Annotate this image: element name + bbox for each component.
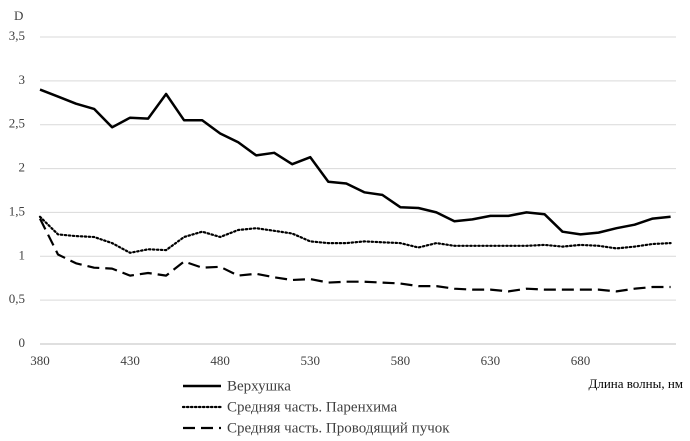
x-axis-title: Длина волны, нм <box>588 376 683 391</box>
y-tick-label: 2,5 <box>9 116 25 131</box>
y-axis-title: D <box>14 8 23 23</box>
y-tick-label: 3 <box>19 72 26 87</box>
y-tick-label: 3,5 <box>9 28 25 43</box>
y-tick-label: 1,5 <box>9 203 25 218</box>
line-series <box>39 218 671 293</box>
x-tick-label: 380 <box>30 353 50 368</box>
legend-label: Средняя часть. Паренхима <box>227 399 398 415</box>
x-tick-label: 680 <box>571 353 591 368</box>
x-tick-label: 430 <box>120 353 140 368</box>
y-tick-label: 1 <box>19 247 26 262</box>
x-tick-label: 630 <box>481 353 501 368</box>
y-tick-label: 0 <box>19 335 26 350</box>
y-tick-label: 2 <box>19 160 26 175</box>
line-series <box>39 88 671 236</box>
legend-label: Верхушка <box>227 378 291 394</box>
x-tick-label: 480 <box>210 353 230 368</box>
legend-label: Средняя часть. Проводящий пучок <box>227 420 450 436</box>
x-tick-label: 530 <box>301 353 321 368</box>
x-tick-label: 580 <box>391 353 411 368</box>
line-series <box>38 215 672 254</box>
y-tick-label: 0,5 <box>9 291 25 306</box>
